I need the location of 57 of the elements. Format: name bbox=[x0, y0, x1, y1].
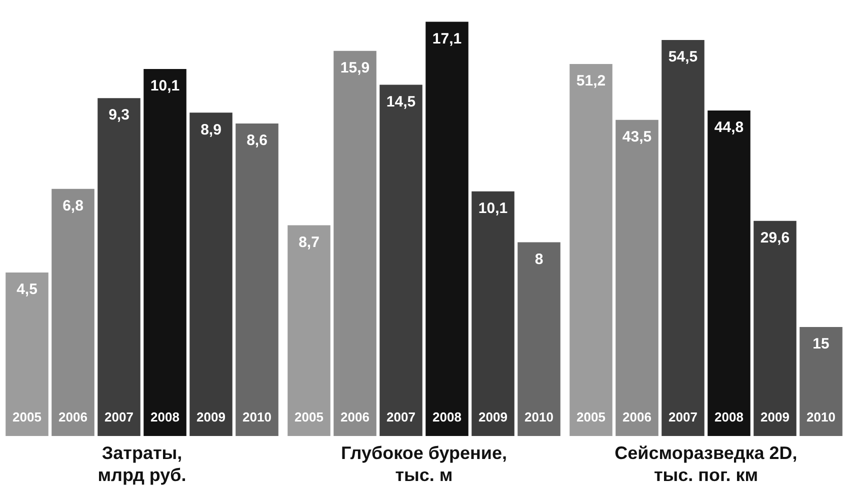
data-label: 9,3 bbox=[108, 106, 130, 124]
bar bbox=[754, 220, 796, 436]
x-tick-label: 2005 bbox=[294, 410, 324, 425]
data-label: 17,1 bbox=[432, 30, 462, 48]
data-label: 14,5 bbox=[386, 93, 416, 110]
x-tick-label: 2006 bbox=[58, 410, 88, 425]
bar bbox=[570, 64, 612, 436]
bar bbox=[288, 225, 330, 436]
data-label: 51,2 bbox=[576, 72, 606, 90]
data-label: 15,9 bbox=[340, 60, 370, 77]
bar bbox=[380, 84, 422, 436]
x-tick-label: 2008 bbox=[714, 410, 744, 425]
x-tick-label: 2010 bbox=[242, 410, 272, 425]
bar bbox=[616, 120, 658, 436]
data-label: 8 bbox=[534, 250, 544, 268]
x-tick-label: 2008 bbox=[150, 410, 180, 425]
data-label: 6,8 bbox=[62, 198, 84, 215]
bar bbox=[236, 124, 278, 436]
bar bbox=[190, 112, 232, 436]
text: Затраты, млрд руб. bbox=[96, 442, 188, 486]
bar bbox=[472, 191, 514, 436]
bar bbox=[800, 327, 842, 436]
data-label: 15 bbox=[812, 336, 830, 353]
data-label: 4,5 bbox=[16, 281, 38, 298]
x-tick-label: 2007 bbox=[104, 410, 134, 425]
bar bbox=[334, 50, 376, 436]
data-label: 10,1 bbox=[150, 78, 180, 95]
text: Сейсморазведка 2D, тыс. пог. км bbox=[614, 442, 798, 486]
data-label: 8,9 bbox=[200, 121, 222, 138]
x-tick-label: 2009 bbox=[196, 410, 226, 425]
bar bbox=[6, 272, 48, 436]
text: Глубокое бурение, тыс. м bbox=[340, 442, 508, 486]
data-label: 43,5 bbox=[622, 128, 652, 146]
bar bbox=[708, 110, 750, 436]
bar bbox=[426, 22, 468, 436]
x-tick-label: 2010 bbox=[524, 410, 554, 425]
x-tick-label: 2009 bbox=[760, 410, 790, 425]
x-tick-label: 2006 bbox=[340, 410, 370, 425]
data-label: 8,7 bbox=[298, 234, 320, 251]
x-tick-label: 2007 bbox=[386, 410, 416, 425]
bar bbox=[518, 242, 560, 436]
bar bbox=[98, 98, 140, 436]
x-tick-label: 2008 bbox=[432, 410, 462, 425]
data-label: 54,5 bbox=[668, 48, 698, 66]
x-tick-label: 2005 bbox=[12, 410, 42, 425]
data-label: 44,8 bbox=[714, 119, 744, 136]
bar bbox=[662, 40, 704, 436]
data-label: 10,1 bbox=[478, 200, 508, 217]
data-label: 8,6 bbox=[246, 132, 268, 150]
bar bbox=[144, 69, 186, 436]
bar bbox=[52, 188, 94, 436]
data-label: 29,6 bbox=[760, 230, 790, 247]
x-tick-label: 2005 bbox=[576, 410, 606, 425]
x-tick-label: 2009 bbox=[478, 410, 508, 425]
x-tick-label: 2006 bbox=[622, 410, 652, 425]
x-tick-label: 2007 bbox=[668, 410, 698, 425]
x-tick-label: 2010 bbox=[806, 410, 836, 425]
